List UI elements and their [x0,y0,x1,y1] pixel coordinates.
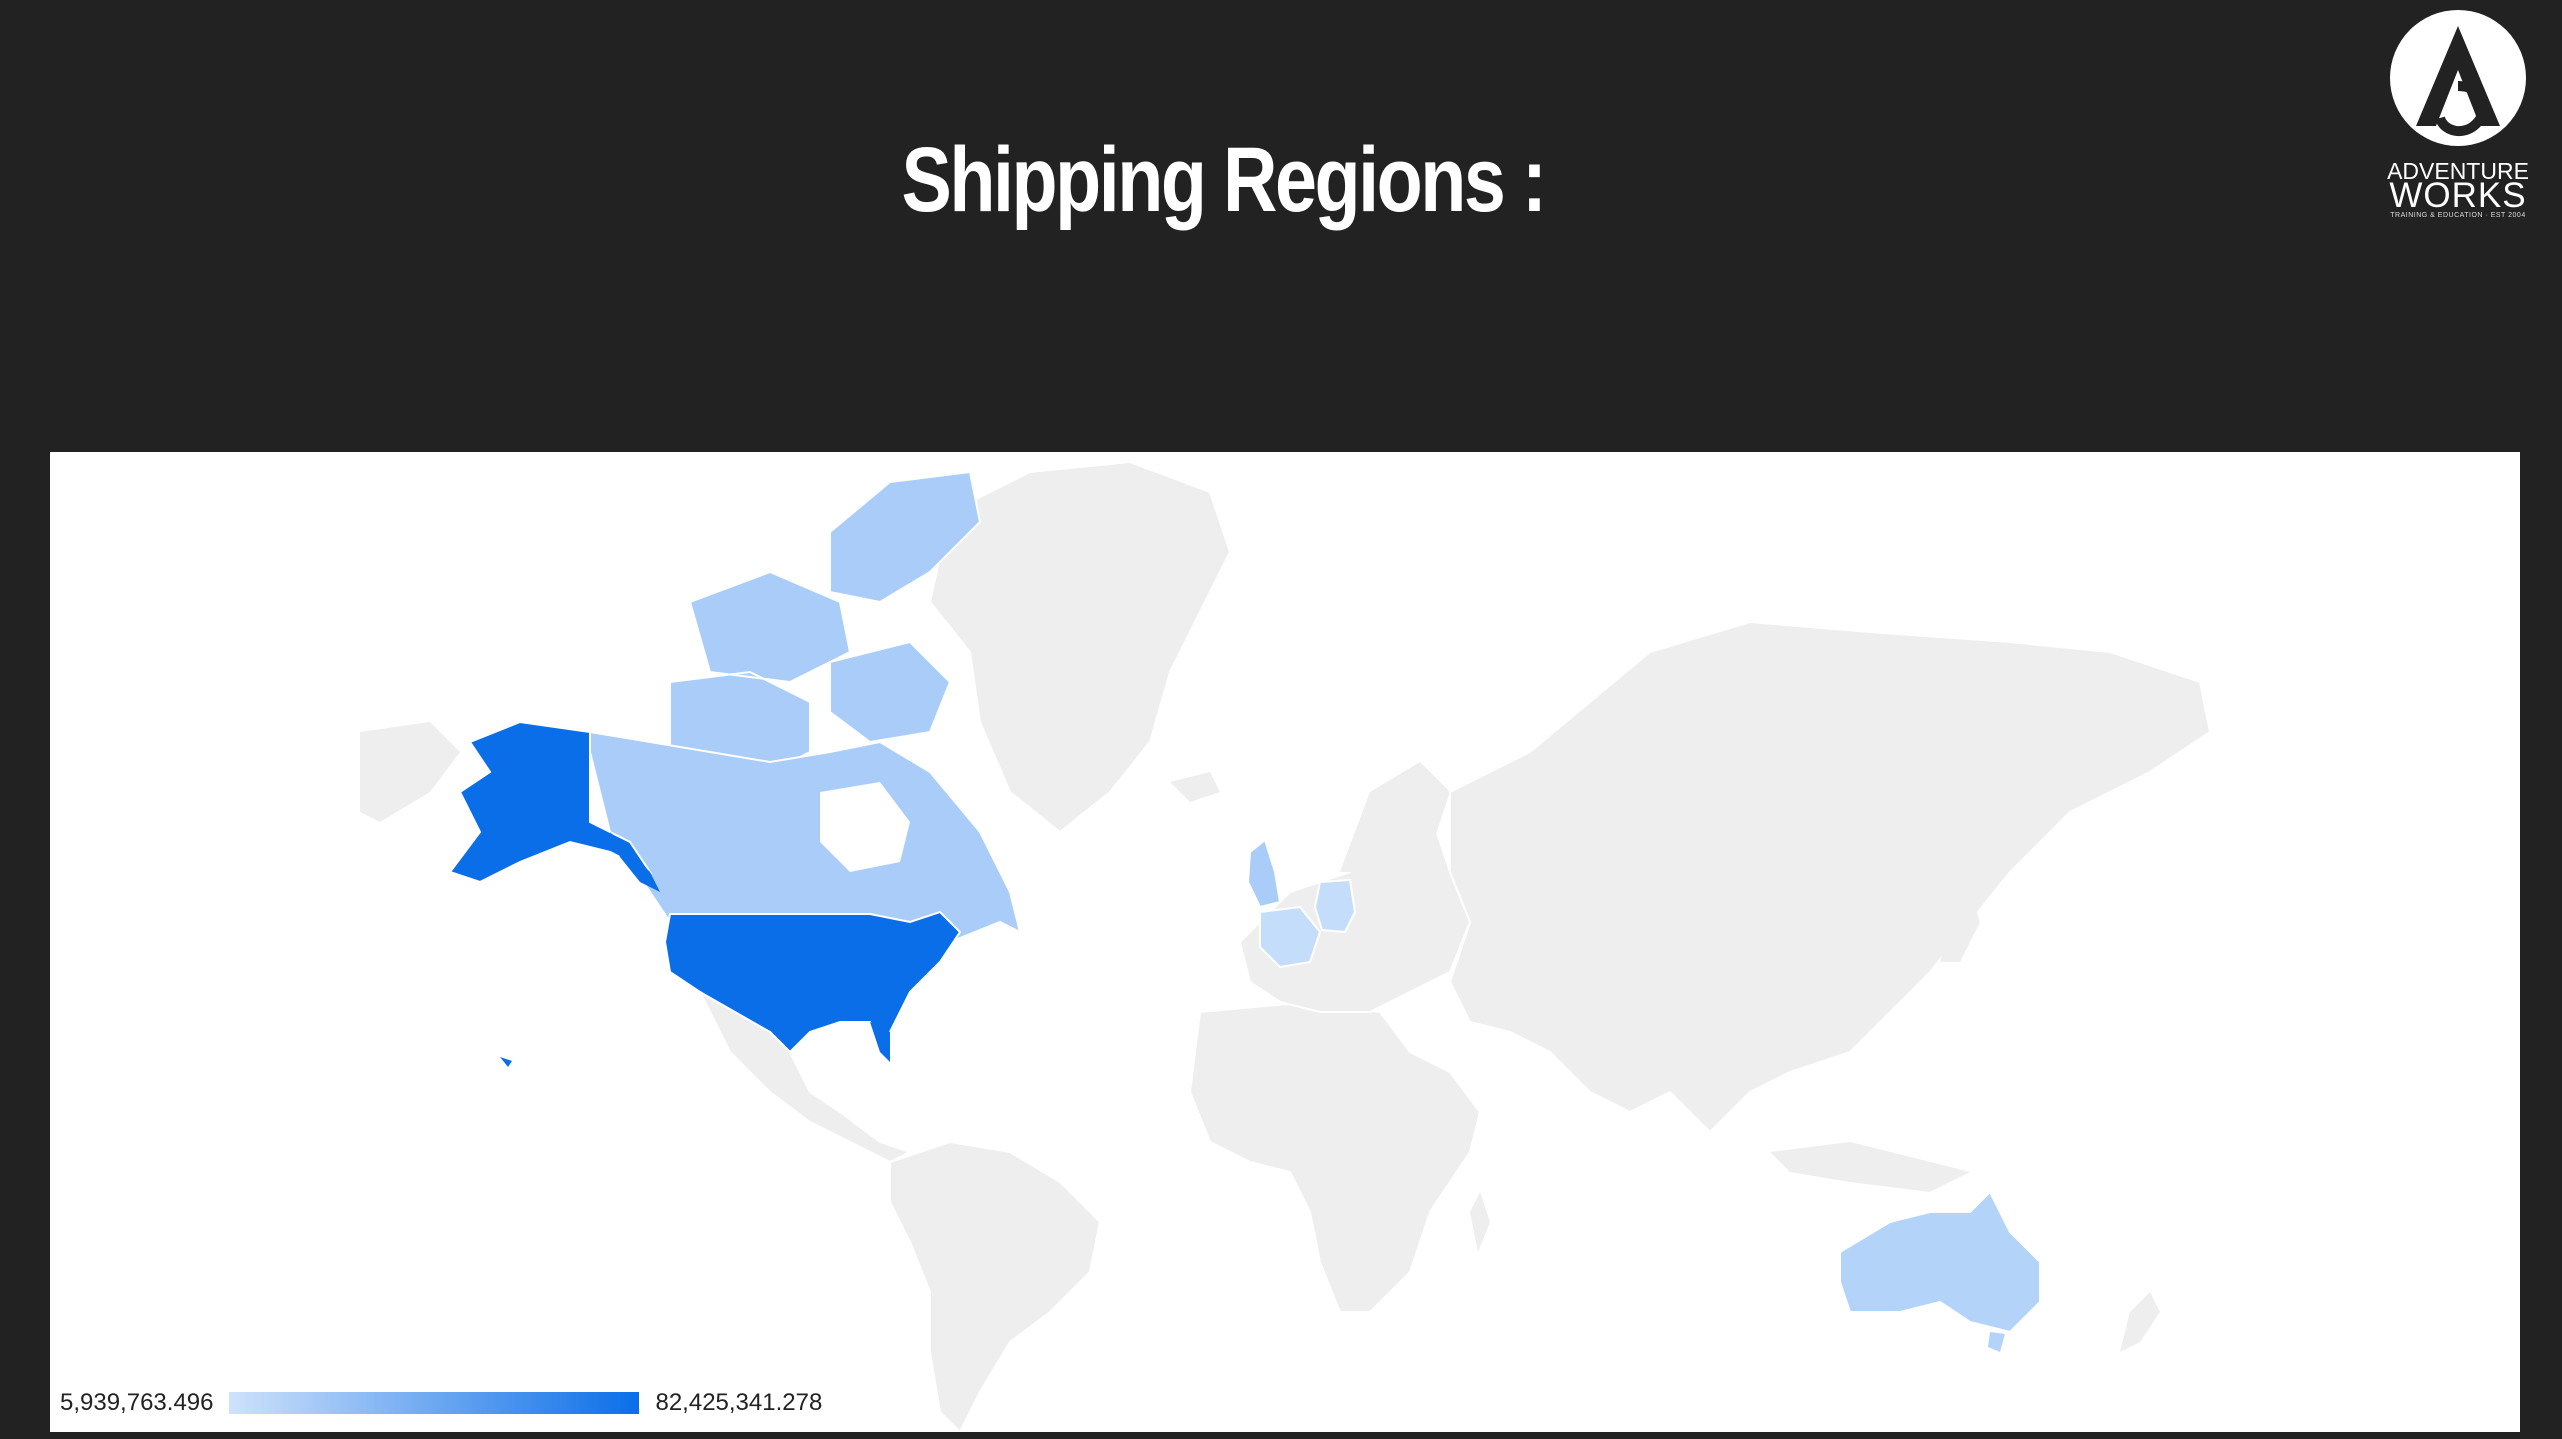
adventure-works-logo: ADVENTURE WORKS TRAINING & EDUCATION · E… [2378,8,2538,220]
region-asia[interactable] [1448,620,2212,1134]
legend-min-value: 5,939,763.496 [60,1389,214,1416]
page-title: Shipping Regions : [901,129,1546,231]
region-africa[interactable] [1188,1000,1482,1313]
color-scale-legend: 5,939,763.496 82,425,341.278 [60,1388,822,1418]
region-canada-islands[interactable] [669,470,982,784]
world-map-visual[interactable]: 5,939,763.496 82,425,341.278 [50,452,2520,1432]
logo-text-works: WORKS [2389,176,2527,215]
region-south-america[interactable] [889,1140,1102,1432]
legend-gradient-bar [229,1392,640,1414]
region-germany[interactable] [1313,878,1357,934]
region-united-kingdom[interactable] [1246,838,1282,909]
region-greenland[interactable] [928,460,1232,834]
region-mexico[interactable] [697,989,913,1164]
region-canada[interactable] [589,730,1022,964]
region-united-states[interactable] [663,910,962,1055]
region-australia[interactable] [1839,1190,2041,1334]
world-map [360,460,2212,1432]
logo-tagline: TRAINING & EDUCATION · EST 2004 [2390,212,2526,219]
region-france[interactable] [1259,905,1322,969]
logo-mark-icon [2390,10,2526,146]
legend-max-value: 82,425,341.278 [655,1389,823,1416]
region-alaska[interactable] [448,720,653,884]
logo-text-adventure: ADVENTURE [2387,158,2529,184]
